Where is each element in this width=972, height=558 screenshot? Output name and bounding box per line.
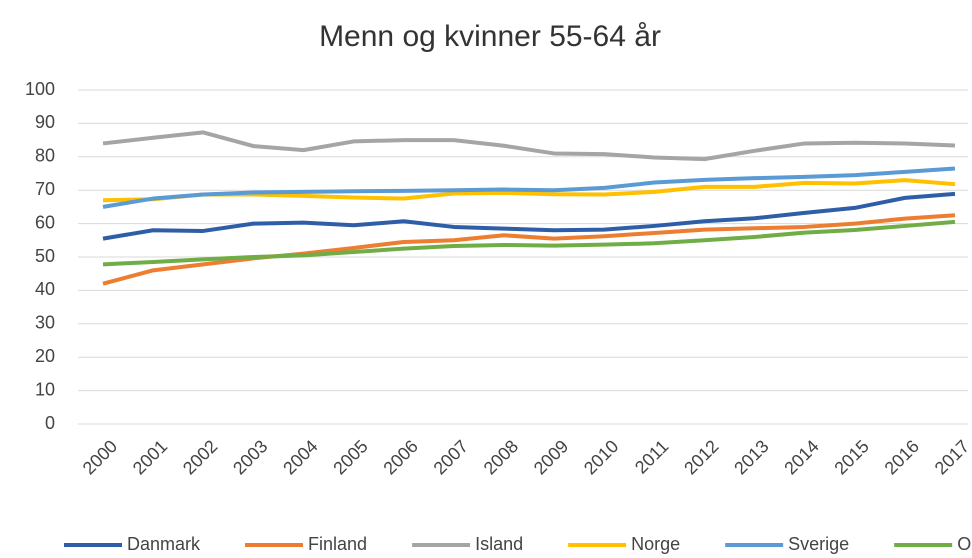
x-tick-label: 2007: [430, 436, 472, 478]
x-tick-label: 2000: [79, 436, 121, 478]
x-tick-label: 2016: [881, 436, 923, 478]
x-tick-label: 2002: [179, 436, 221, 478]
chart-title: Menn og kvinner 55-64 år: [319, 20, 661, 53]
y-tick-label: 50: [35, 246, 55, 266]
x-tick-label: 2011: [631, 436, 673, 478]
x-tick-label: 2004: [279, 436, 321, 478]
y-tick-label: 10: [35, 379, 55, 399]
y-tick-label: 70: [35, 179, 55, 199]
y-tick-label: 20: [35, 346, 55, 366]
x-tick-label: 2010: [580, 436, 622, 478]
legend-label: OECD: [957, 534, 972, 554]
series-line: [102, 130, 956, 162]
y-tick-label: 40: [35, 279, 55, 299]
x-tick-label: 2012: [680, 436, 722, 478]
x-tick-label: 2017: [931, 436, 972, 478]
series-line: [102, 166, 956, 209]
legend-label: Island: [475, 534, 523, 554]
x-tick-label: 2014: [780, 436, 822, 478]
x-tick-label: 2006: [379, 436, 421, 478]
y-tick-label: 30: [35, 313, 55, 333]
legend-label: Sverige: [788, 534, 849, 554]
x-tick-label: 2001: [129, 436, 171, 478]
x-tick-label: 2015: [830, 436, 872, 478]
y-tick-label: 90: [35, 112, 55, 132]
y-tick-label: 80: [35, 146, 55, 166]
legend-label: Norge: [631, 534, 680, 554]
y-tick-label: 100: [25, 79, 55, 99]
x-tick-label: 2005: [329, 436, 371, 478]
x-tick-label: 2008: [480, 436, 522, 478]
legend-label: Finland: [308, 534, 367, 554]
x-tick-label: 2009: [530, 436, 572, 478]
y-tick-label: 0: [45, 413, 55, 433]
y-tick-label: 60: [35, 212, 55, 232]
x-tick-label: 2013: [730, 436, 772, 478]
x-tick-label: 2003: [229, 436, 271, 478]
legend-label: Danmark: [127, 534, 201, 554]
series-line: [102, 191, 956, 241]
series-line: [102, 219, 956, 267]
